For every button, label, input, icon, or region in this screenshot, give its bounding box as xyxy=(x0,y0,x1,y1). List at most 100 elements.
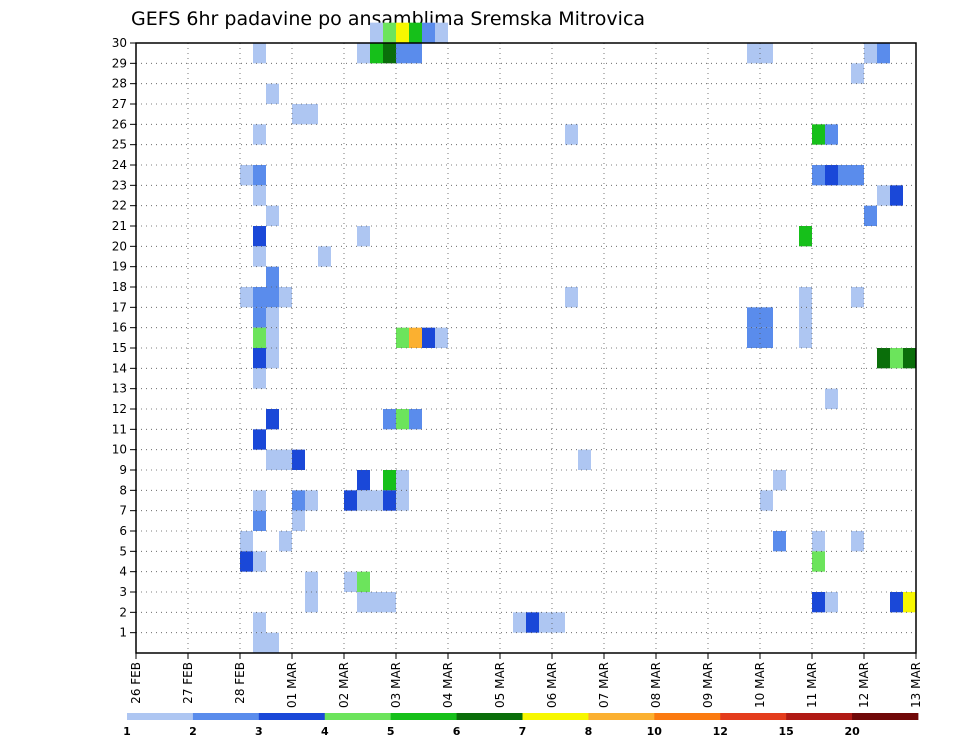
x-tick-label: 05 MAR xyxy=(493,662,507,708)
y-axis-ticks: 1234567891011121314151617181920212223242… xyxy=(112,36,136,640)
x-tick-label: 01 MAR xyxy=(285,662,299,708)
heatmap-cell xyxy=(773,470,786,491)
x-axis-ticks: 26 FEB 27 FEB 28 FEB 01 MAR 02 MAR 03 MAR 04 M… xyxy=(129,653,923,708)
y-tick-label: 21 xyxy=(112,219,127,233)
heatmap-cell xyxy=(357,571,370,592)
color-scale-swatch xyxy=(786,713,853,720)
color-scale-label: 8 xyxy=(585,725,593,738)
heatmap-cell xyxy=(513,612,526,633)
heatmap-cell xyxy=(253,43,266,64)
heatmap-cell xyxy=(825,165,838,186)
heatmap-cell xyxy=(305,592,318,613)
heatmap-cell xyxy=(370,43,383,64)
y-tick-label: 25 xyxy=(112,138,127,152)
heatmap-cell xyxy=(890,185,903,206)
heatmap-cell xyxy=(357,226,370,247)
heatmap-cell xyxy=(396,43,409,64)
heatmap-cell xyxy=(409,327,422,348)
y-tick-label: 19 xyxy=(112,260,127,274)
heatmap-cell xyxy=(812,551,825,572)
heatmap-cell xyxy=(292,104,305,125)
y-tick-label: 28 xyxy=(112,77,127,91)
y-tick-label: 30 xyxy=(112,36,127,50)
x-tick-label: 12 MAR xyxy=(857,662,871,708)
heatmap-cell xyxy=(851,63,864,84)
heatmap-cell xyxy=(825,388,838,409)
heatmap-cell xyxy=(253,348,266,369)
color-scale-swatch xyxy=(852,713,919,720)
y-tick-label: 15 xyxy=(112,341,127,355)
heatmap-cell xyxy=(253,246,266,267)
heatmap-cell xyxy=(435,327,448,348)
heatmap-cell xyxy=(890,592,903,613)
x-tick-label: 13 MAR xyxy=(909,662,923,708)
color-scale-swatch xyxy=(588,713,655,720)
y-tick-label: 1 xyxy=(119,626,127,640)
y-tick-label: 22 xyxy=(112,199,127,213)
heatmap-cell xyxy=(760,490,773,511)
x-tick-label: 07 MAR xyxy=(597,662,611,708)
heatmap-cell xyxy=(760,43,773,64)
heatmap-cell xyxy=(240,551,253,572)
heatmap-cell xyxy=(396,490,409,511)
heatmap-cells xyxy=(240,22,916,653)
heatmap-cell xyxy=(292,490,305,511)
color-scale-label: 3 xyxy=(255,725,263,738)
heatmap-cell xyxy=(396,327,409,348)
heatmap-cell xyxy=(396,470,409,491)
y-tick-label: 11 xyxy=(112,422,127,436)
color-scale-swatch xyxy=(127,713,194,720)
color-scale-label: 6 xyxy=(453,725,461,738)
y-tick-label: 2 xyxy=(119,605,127,619)
heatmap-cell xyxy=(565,287,578,308)
heatmap-cell xyxy=(292,449,305,470)
color-scale-swatch xyxy=(720,713,787,720)
heatmap-cell xyxy=(305,571,318,592)
chart-title: GEFS 6hr padavine po ansamblima Sremska … xyxy=(131,8,645,30)
y-tick-label: 20 xyxy=(112,239,127,253)
heatmap-cell xyxy=(773,531,786,552)
x-tick-label: 10 MAR xyxy=(753,662,767,708)
heatmap-cell xyxy=(253,327,266,348)
heatmap-cell xyxy=(266,449,279,470)
color-scale-label: 1 xyxy=(123,725,131,738)
heatmap-cell xyxy=(422,22,435,43)
heatmap-cell xyxy=(890,348,903,369)
y-tick-label: 26 xyxy=(112,117,127,131)
heatmap-cell xyxy=(279,531,292,552)
heatmap-cell xyxy=(812,531,825,552)
color-scale-label: 5 xyxy=(387,725,395,738)
heatmap-cell xyxy=(279,287,292,308)
heatmap-cell xyxy=(253,510,266,531)
heatmap-cell xyxy=(253,226,266,247)
heatmap-cell xyxy=(747,43,760,64)
heatmap-cell xyxy=(851,165,864,186)
heatmap-cell xyxy=(344,490,357,511)
y-tick-label: 24 xyxy=(112,158,127,172)
heatmap-cell xyxy=(305,490,318,511)
heatmap-cell xyxy=(253,368,266,389)
heatmap-cell xyxy=(383,490,396,511)
y-tick-label: 8 xyxy=(119,483,127,497)
x-tick-label: 11 MAR xyxy=(805,662,819,708)
heatmap-cell xyxy=(526,612,539,633)
heatmap-cell xyxy=(240,287,253,308)
heatmap-cell xyxy=(877,348,890,369)
grid-lines xyxy=(136,42,916,653)
heatmap-cell xyxy=(266,409,279,430)
color-scale-swatch xyxy=(654,713,721,720)
heatmap-cell xyxy=(903,592,916,613)
x-tick-label: 03 MAR xyxy=(389,662,403,708)
color-scale-swatch xyxy=(324,713,392,720)
y-tick-label: 14 xyxy=(112,361,127,375)
heatmap-cell xyxy=(370,592,383,613)
heatmap-cell xyxy=(825,592,838,613)
heatmap-cell xyxy=(864,205,877,226)
y-tick-label: 9 xyxy=(119,463,127,477)
heatmap-cell xyxy=(903,348,916,369)
x-tick-label: 06 MAR xyxy=(545,662,559,708)
heatmap-cell xyxy=(279,449,292,470)
heatmap-cell xyxy=(357,592,370,613)
y-tick-label: 23 xyxy=(112,178,127,192)
